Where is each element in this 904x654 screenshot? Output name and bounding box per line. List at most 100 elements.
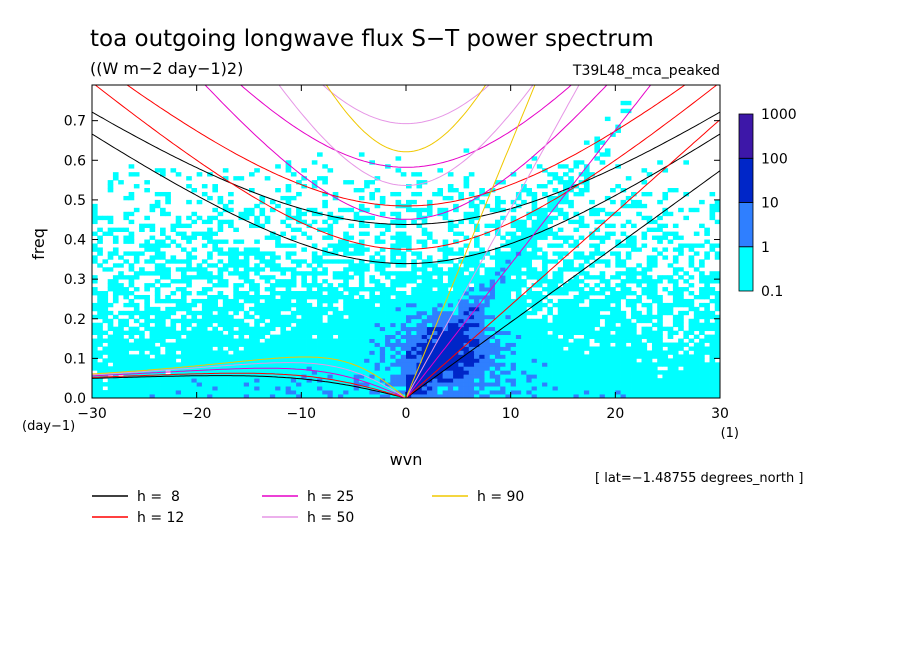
power-cell — [599, 366, 606, 371]
power-cell — [583, 394, 590, 399]
power-cell — [212, 188, 218, 193]
power-cell — [453, 291, 459, 296]
power-cell — [306, 358, 313, 363]
power-cell — [186, 263, 192, 268]
power-cell — [631, 342, 637, 347]
power-cell — [118, 271, 124, 276]
power-cell — [515, 235, 522, 240]
power-cell — [317, 366, 323, 371]
power-cell — [620, 374, 627, 379]
power-cell — [573, 211, 580, 217]
power-cell — [610, 306, 616, 312]
power-cell — [531, 354, 538, 359]
power-cell — [180, 275, 187, 280]
power-cell — [458, 330, 464, 336]
power-cell — [542, 263, 548, 268]
power-cell — [447, 298, 454, 304]
power-cell — [453, 287, 459, 292]
power-cell — [505, 275, 512, 280]
power-cell — [290, 235, 297, 240]
power-cell — [233, 346, 239, 351]
power-cell — [500, 294, 506, 300]
power-cell — [144, 326, 150, 332]
power-cell — [364, 287, 370, 292]
power-cell — [411, 338, 417, 343]
power-cell — [175, 354, 182, 359]
power-cell — [432, 314, 438, 320]
power-cell — [275, 310, 281, 316]
power-cell — [709, 191, 716, 197]
power-cell — [196, 358, 203, 363]
power-cell — [625, 176, 632, 181]
power-cell — [128, 267, 135, 272]
power-cell — [254, 263, 260, 268]
power-cell — [201, 287, 208, 292]
power-cell — [557, 350, 564, 355]
power-cell — [348, 263, 355, 268]
power-cell — [238, 386, 245, 391]
power-cell — [243, 322, 250, 328]
power-cell — [678, 386, 684, 391]
power-cell — [594, 354, 601, 359]
power-cell — [249, 188, 255, 193]
power-cell — [604, 366, 611, 371]
power-cell — [678, 378, 684, 383]
power-cell — [447, 291, 454, 296]
power-cell — [688, 247, 695, 252]
power-cell — [170, 310, 177, 316]
power-cell — [369, 298, 375, 304]
power-cell — [625, 326, 632, 332]
power-cell — [678, 358, 684, 363]
power-cell — [526, 386, 532, 391]
power-cell — [458, 279, 464, 284]
power-cell — [191, 334, 198, 339]
power-cell — [133, 358, 140, 363]
power-cell — [348, 259, 355, 264]
power-cell — [217, 346, 224, 351]
power-cell — [212, 374, 218, 379]
power-cell — [353, 314, 360, 320]
power-cell — [222, 267, 229, 272]
power-cell — [275, 243, 281, 248]
power-cell — [536, 291, 543, 296]
power-cell — [296, 207, 302, 213]
power-cell — [191, 318, 198, 324]
power-cell — [217, 199, 224, 205]
power-cell — [107, 188, 114, 193]
power-cell — [521, 354, 527, 359]
power-cell — [327, 354, 334, 359]
power-cell — [578, 326, 585, 332]
power-cell — [599, 239, 606, 244]
power-cell — [667, 326, 674, 332]
power-cell — [552, 279, 559, 284]
power-cell — [144, 370, 150, 375]
power-cell — [641, 386, 648, 391]
power-cell — [395, 279, 402, 284]
power-cell — [301, 302, 307, 308]
power-cell — [494, 294, 501, 300]
power-cell — [374, 342, 381, 347]
power-cell — [364, 207, 370, 213]
power-cell — [494, 255, 501, 260]
power-cell — [505, 318, 512, 324]
power-cell — [254, 362, 260, 367]
power-cell — [563, 259, 569, 264]
power-cell — [526, 334, 532, 339]
power-cell — [479, 310, 485, 316]
power-cell — [709, 378, 716, 383]
power-cell — [207, 302, 213, 308]
power-cell — [657, 302, 663, 308]
power-cell — [447, 370, 454, 375]
power-cell — [92, 382, 98, 387]
power-cell — [526, 366, 532, 371]
power-cell — [275, 235, 281, 240]
power-cell — [379, 283, 386, 288]
power-cell — [688, 390, 695, 395]
power-cell — [557, 366, 564, 371]
power-cell — [672, 370, 679, 375]
power-cell — [112, 346, 119, 351]
power-cell — [521, 294, 527, 300]
power-cell — [348, 362, 355, 367]
power-cell — [411, 199, 417, 205]
power-cell — [573, 255, 580, 260]
